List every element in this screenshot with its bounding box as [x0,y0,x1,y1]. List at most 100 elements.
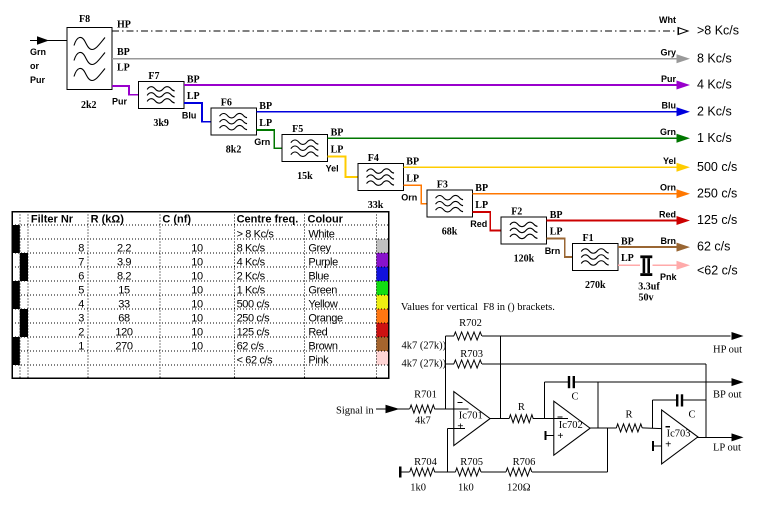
svg-text:Grn: Grn [30,47,46,57]
svg-text:Red: Red [659,209,676,219]
svg-text:8 Kc/s: 8 Kc/s [237,242,266,254]
svg-text:>8 Kc/s: >8 Kc/s [697,24,739,38]
svg-text:Yel: Yel [663,156,676,166]
svg-text:2.2: 2.2 [117,242,131,254]
svg-text:F6: F6 [221,98,232,109]
svg-text:1k0: 1k0 [410,483,426,494]
svg-text:4: 4 [78,298,84,310]
svg-text:33: 33 [118,298,130,310]
svg-text:LP: LP [621,253,634,264]
svg-text:BP: BP [621,236,634,247]
svg-text:or: or [30,61,39,71]
svg-text:R: R [518,402,525,413]
svg-text:250 c/s: 250 c/s [697,186,737,200]
svg-text:BP: BP [550,210,563,221]
svg-text:Pink: Pink [308,354,329,366]
svg-text:15: 15 [118,284,130,296]
svg-text:8: 8 [78,242,84,254]
svg-text:R705: R705 [460,457,483,468]
svg-text:Pur: Pur [661,74,677,84]
svg-text:F3: F3 [437,180,448,191]
svg-text:C: C [572,392,579,403]
svg-text:10: 10 [191,242,203,254]
svg-text:62 c/s: 62 c/s [237,340,265,352]
svg-text:C (nf): C (nf) [162,214,191,226]
svg-text:7: 7 [78,256,84,268]
svg-text:500 c/s: 500 c/s [237,298,271,310]
svg-text:4k7 (27k)): 4k7 (27k)) [402,341,447,352]
svg-text:2 Kc/s: 2 Kc/s [697,104,732,118]
svg-text:F2: F2 [511,206,522,217]
svg-text:BP: BP [475,183,488,194]
svg-text:Purple: Purple [308,256,338,268]
svg-text:LP: LP [187,91,200,102]
svg-text:8k2: 8k2 [226,145,242,156]
svg-text:2 Kc/s: 2 Kc/s [237,270,266,282]
svg-text:2k2: 2k2 [81,100,97,111]
svg-text:10: 10 [191,326,203,338]
svg-text:6: 6 [78,270,84,282]
svg-text:> 8 Kc/s: > 8 Kc/s [237,228,275,240]
svg-text:3.3uf: 3.3uf [638,282,660,293]
svg-text:Gry: Gry [660,48,676,58]
svg-text:R704: R704 [414,457,438,468]
svg-text:LP out: LP out [713,443,741,454]
svg-text:4k7: 4k7 [415,416,431,427]
svg-text:120Ω: 120Ω [507,483,531,494]
svg-text:4k7 (27k)): 4k7 (27k)) [402,359,447,370]
svg-text:120k: 120k [514,253,535,264]
svg-text:Brn: Brn [545,246,561,256]
svg-text:62 c/s: 62 c/s [697,240,730,254]
svg-text:5: 5 [78,284,84,296]
svg-text:3: 3 [78,312,84,324]
svg-text:F7: F7 [148,71,159,82]
svg-text:LP: LP [406,173,419,184]
svg-text:R702: R702 [459,318,482,329]
svg-text:BP: BP [331,128,344,139]
svg-text:Grey: Grey [308,242,331,254]
svg-text:8.2: 8.2 [117,270,131,282]
svg-text:LP: LP [259,118,272,129]
svg-text:Yellow: Yellow [308,298,337,310]
svg-text:R701: R701 [414,390,437,401]
svg-text:Grn: Grn [660,127,676,137]
svg-text:10: 10 [191,256,203,268]
svg-text:Pur: Pur [30,75,46,85]
svg-text:125 c/s: 125 c/s [697,213,737,227]
svg-text:F8: F8 [79,14,90,25]
svg-text:15k: 15k [297,171,313,182]
svg-text:Ic703: Ic703 [667,429,691,440]
svg-text:Brown: Brown [308,340,337,352]
svg-text:+: + [557,430,563,442]
svg-text:Centre freq.: Centre freq. [237,214,299,226]
svg-text:Red: Red [470,219,487,229]
svg-text:R (kΩ): R (kΩ) [91,214,125,226]
svg-text:Pnk: Pnk [660,272,678,282]
svg-text:1 Kc/s: 1 Kc/s [237,284,266,296]
svg-text:Orn: Orn [401,193,417,203]
svg-text:270: 270 [115,340,132,352]
svg-text:<62 c/s: <62 c/s [697,264,738,278]
svg-text:F1: F1 [583,233,594,244]
svg-text:R703: R703 [460,349,483,360]
svg-text:3k9: 3k9 [153,118,169,129]
svg-text:HP: HP [117,20,131,31]
svg-text:68: 68 [118,312,130,324]
svg-text:Grn: Grn [254,137,270,147]
svg-text:270k: 270k [585,280,606,291]
svg-text:BP: BP [259,101,272,112]
svg-text:LP: LP [550,227,563,238]
svg-text:BP: BP [187,74,200,85]
svg-text:4 Kc/s: 4 Kc/s [697,78,732,92]
svg-text:BP: BP [406,157,419,168]
svg-text:2: 2 [78,326,84,338]
svg-text:BP out: BP out [713,390,742,401]
svg-text:1k0: 1k0 [458,483,474,494]
svg-text:Green: Green [308,284,337,296]
svg-text:3.9: 3.9 [117,256,131,268]
svg-text:R706: R706 [513,457,536,468]
svg-text:1: 1 [78,340,84,352]
svg-text:4 Kc/s: 4 Kc/s [237,256,266,268]
svg-text:LP: LP [475,200,488,211]
svg-text:10: 10 [191,284,203,296]
